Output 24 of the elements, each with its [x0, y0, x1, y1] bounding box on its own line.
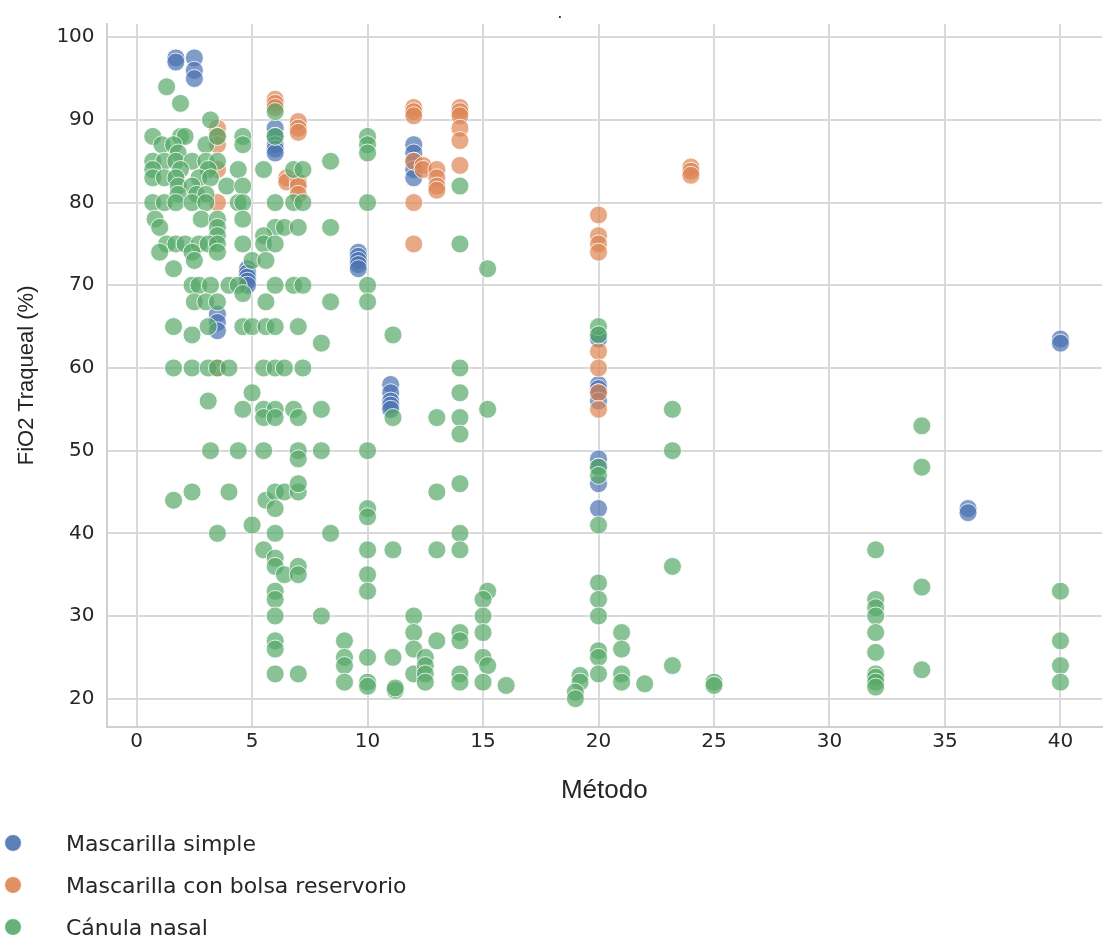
x-tick-label: 35 — [932, 728, 958, 752]
y-tick-label: 30 — [69, 602, 95, 627]
chart-title: . — [558, 7, 562, 22]
y-tick-label: 20 — [69, 684, 95, 709]
x-tick-label: 15 — [470, 728, 496, 752]
y-tick-label: 50 — [69, 436, 95, 461]
x-tick-label: 20 — [585, 728, 612, 752]
y-tick-label: 70 — [69, 271, 95, 296]
x-tick-label: 0 — [130, 728, 143, 752]
y-tick-label: 40 — [69, 519, 95, 544]
x-axis-title: Método — [560, 773, 648, 804]
y-tick-label: 80 — [69, 188, 95, 213]
y-tick-label: 100 — [56, 23, 95, 48]
y-axis-title: FiO2 Traqueal (%) — [13, 285, 39, 466]
y-tick-label: 90 — [69, 106, 95, 131]
legend-label: Mascarilla con bolsa reservorio — [66, 872, 407, 898]
x-tick-label: 5 — [245, 728, 259, 752]
x-tick-label: 10 — [354, 728, 381, 752]
legend-label: Mascarilla simple — [66, 830, 256, 856]
x-tick-label: 30 — [816, 728, 843, 752]
x-tick-label: 25 — [701, 728, 727, 752]
x-tick-label: 40 — [1047, 728, 1074, 752]
y-tick-label: 60 — [69, 354, 95, 379]
legend-label: Cánula nasal — [66, 914, 208, 940]
